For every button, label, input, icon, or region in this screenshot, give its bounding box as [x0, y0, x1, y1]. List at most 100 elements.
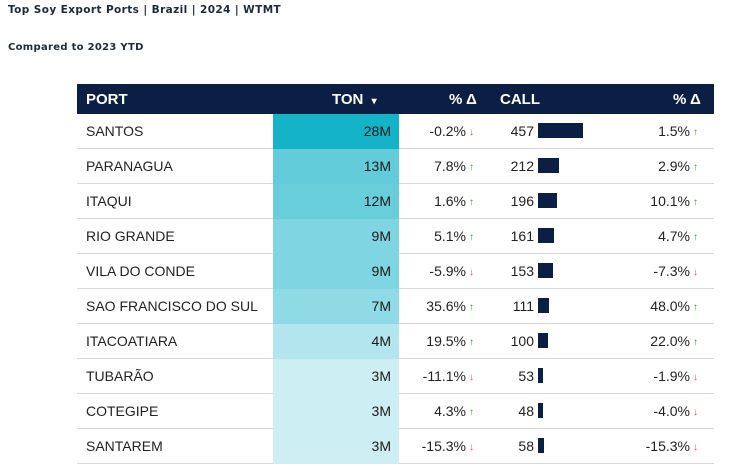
table-row: 9M RIO GRANDE 5.1% ↑ 161 4.7% ↑	[77, 219, 714, 254]
ton-heat-cell: 3M	[273, 359, 399, 394]
ton-value: 4M	[371, 333, 391, 349]
port-name: COTEGIPE	[86, 403, 159, 419]
ton-change-text: -5.9%	[429, 263, 466, 279]
call-change-text: 1.5%	[658, 123, 690, 139]
call-bar	[538, 298, 549, 313]
ton-change-column-header: % Δ	[449, 91, 477, 108]
ton-value: 9M	[371, 228, 391, 244]
call-change-text: 22.0%	[650, 333, 690, 349]
ton-change-text: 1.6%	[434, 193, 466, 209]
down-arrow-icon: ↓	[693, 267, 698, 278]
ton-change-value: -11.1% ↓	[423, 368, 474, 384]
up-arrow-icon: ↑	[693, 127, 698, 138]
ton-heat-cell: 3M	[273, 394, 399, 429]
table-row: 12M ITAQUI 1.6% ↑ 196 10.1% ↑	[77, 184, 714, 219]
ton-header-label: TON	[332, 91, 364, 108]
call-bar	[538, 228, 554, 243]
up-arrow-icon: ↑	[693, 197, 698, 208]
call-value: 48	[518, 403, 534, 419]
ton-change-text: -11.1%	[422, 368, 466, 384]
table-row: 7M SAO FRANCISCO DO SUL 35.6% ↑ 111 48.0% ↑	[77, 289, 714, 324]
call-change-value: -4.0% ↓	[653, 403, 698, 419]
call-change-text: -15.3%	[645, 438, 690, 454]
ton-value: 12M	[363, 193, 391, 209]
call-change-text: 2.9%	[658, 158, 690, 174]
call-change-value: -7.3% ↓	[653, 263, 698, 279]
call-change-value: 10.1% ↑	[650, 193, 698, 209]
call-value: 100	[510, 333, 534, 349]
port-name: RIO GRANDE	[86, 228, 175, 244]
up-arrow-icon: ↑	[693, 302, 698, 313]
ton-change-text: 35.6%	[426, 298, 466, 314]
ton-change-value: 19.5% ↑	[426, 333, 474, 349]
ton-heat-cell: 28M	[273, 114, 399, 149]
port-name: SAO FRANCISCO DO SUL	[86, 298, 258, 314]
ton-change-value: -15.3% ↓	[422, 438, 474, 454]
ton-column-header[interactable]: TON ▾	[332, 91, 377, 108]
call-change-value: 22.0% ↑	[650, 333, 698, 349]
ton-change-value: 7.8% ↑	[434, 158, 474, 174]
ton-change-value: 35.6% ↑	[426, 298, 474, 314]
call-bar	[538, 158, 559, 173]
port-name: TUBARÃO	[86, 368, 154, 384]
ton-change-text: 5.1%	[434, 228, 466, 244]
table-row: 3M COTEGIPE 4.3% ↑ 48 -4.0% ↓	[77, 394, 714, 429]
call-change-value: 2.9% ↑	[658, 158, 698, 174]
up-arrow-icon: ↑	[469, 407, 474, 418]
call-bar	[538, 263, 553, 278]
down-arrow-icon: ↓	[693, 442, 698, 453]
sort-descending-icon[interactable]: ▾	[371, 96, 377, 107]
down-arrow-icon: ↓	[469, 372, 474, 383]
call-change-text: -4.0%	[653, 403, 690, 419]
ton-heat-cell: 3M	[273, 429, 399, 464]
up-arrow-icon: ↑	[469, 197, 474, 208]
down-arrow-icon: ↓	[469, 267, 474, 278]
call-change-text: 4.7%	[658, 228, 690, 244]
down-arrow-icon: ↓	[693, 372, 698, 383]
ton-change-text: 19.5%	[426, 333, 466, 349]
ton-value: 3M	[371, 403, 391, 419]
up-arrow-icon: ↑	[469, 302, 474, 313]
call-value: 111	[512, 298, 534, 314]
table-header: PORT TON ▾ % Δ CALL % Δ	[77, 84, 714, 114]
ton-value: 3M	[371, 368, 391, 384]
call-bar	[538, 368, 543, 383]
ton-change-value: -5.9% ↓	[429, 263, 474, 279]
call-change-text: 48.0%	[650, 298, 690, 314]
chart-title: Top Soy Export Ports | Brazil | 2024 | W…	[8, 4, 282, 16]
up-arrow-icon: ↑	[469, 162, 474, 173]
ton-heat-cell: 12M	[273, 184, 399, 219]
call-value: 212	[510, 158, 534, 174]
table-row: 3M SANTAREM -15.3% ↓ 58 -15.3% ↓	[77, 429, 714, 464]
port-name: SANTAREM	[86, 438, 163, 454]
call-value: 196	[510, 193, 534, 209]
down-arrow-icon: ↓	[469, 127, 474, 138]
call-change-text: -7.3%	[653, 263, 690, 279]
ton-heat-cell: 4M	[273, 324, 399, 359]
call-bar	[538, 403, 543, 418]
call-bar	[538, 438, 544, 453]
down-arrow-icon: ↓	[693, 407, 698, 418]
call-bar	[538, 333, 548, 348]
up-arrow-icon: ↑	[469, 337, 474, 348]
up-arrow-icon: ↑	[693, 162, 698, 173]
call-change-column-header: % Δ	[673, 91, 701, 108]
up-arrow-icon: ↑	[693, 337, 698, 348]
call-change-value: -1.9% ↓	[653, 368, 698, 384]
ton-value: 13M	[363, 158, 391, 174]
up-arrow-icon: ↑	[693, 232, 698, 243]
ton-change-text: -15.3%	[421, 438, 466, 454]
call-column-header: CALL	[500, 91, 540, 108]
call-value: 457	[510, 123, 534, 139]
up-arrow-icon: ↑	[469, 232, 474, 243]
ton-change-value: -0.2% ↓	[429, 123, 474, 139]
call-change-value: 1.5% ↑	[658, 123, 698, 139]
call-value: 153	[510, 263, 534, 279]
ton-value: 9M	[371, 263, 391, 279]
table-row: 9M VILA DO CONDE -5.9% ↓ 153 -7.3% ↓	[77, 254, 714, 289]
ton-value: 3M	[371, 438, 391, 454]
ton-value: 28M	[363, 123, 391, 139]
ton-change-text: 7.8%	[434, 158, 466, 174]
ton-heat-cell: 9M	[273, 254, 399, 289]
call-value: 58	[518, 438, 534, 454]
